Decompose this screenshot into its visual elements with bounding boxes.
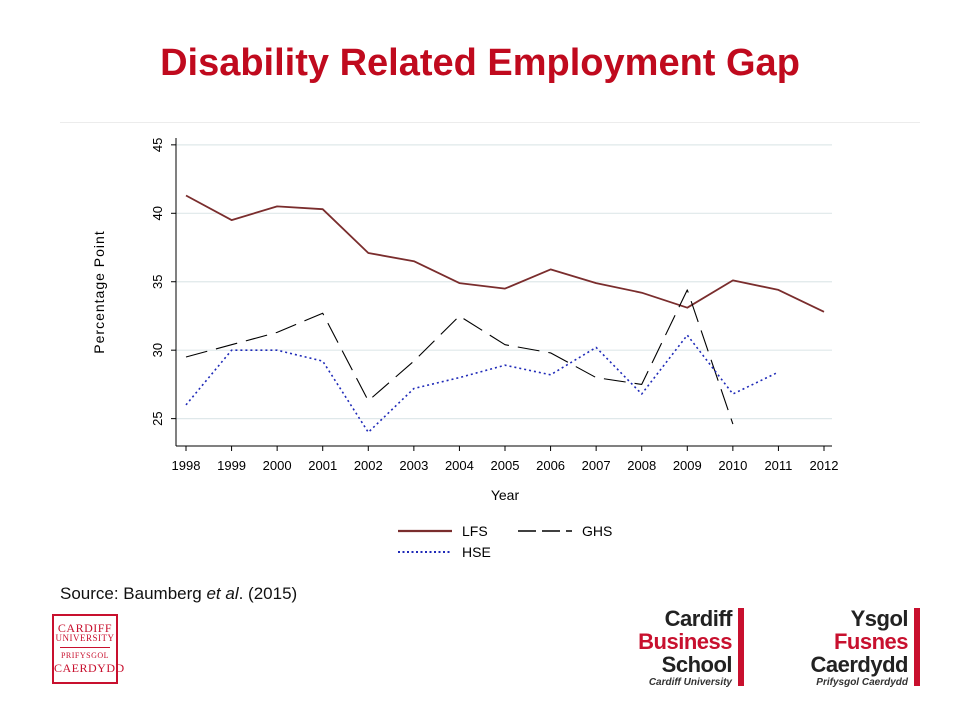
x-tick-label: 2003 — [399, 458, 428, 473]
y-tick-label: 35 — [150, 274, 165, 288]
y-tick-label: 30 — [150, 343, 165, 357]
x-tick-label: 2001 — [308, 458, 337, 473]
source-italic: et al — [206, 584, 239, 603]
x-tick-label: 2006 — [536, 458, 565, 473]
x-tick-label: 2002 — [354, 458, 383, 473]
series-line-lfs — [185, 194, 825, 313]
cardiff-university-logo: CARDIFF UNIVERSITY PRIFYSGOL CAERDYDD — [52, 614, 125, 684]
yfc-subline: Prifysgol Caerdydd — [816, 677, 908, 688]
cu-logo-line4: CAERDYDD — [54, 661, 125, 675]
x-axis-label: Year — [491, 487, 520, 503]
cu-logo-line1: CARDIFF — [57, 621, 113, 635]
y-tick-label: 40 — [150, 206, 165, 220]
x-tick-label: 2000 — [263, 458, 292, 473]
cu-logo-line3: PRIFYSGOL — [60, 651, 110, 660]
x-tick-label: 2008 — [627, 458, 656, 473]
x-tick-label: 2005 — [491, 458, 520, 473]
x-tick-label: 2012 — [810, 458, 839, 473]
x-tick-label: 1999 — [217, 458, 246, 473]
source-suffix: . (2015) — [238, 584, 298, 603]
slide-title: Disability Related Employment Gap — [160, 42, 800, 84]
yfc-line3: Caerdydd — [810, 652, 909, 677]
y-axis-label: Percentage Point — [91, 230, 107, 353]
y-tick-label: 45 — [150, 138, 165, 152]
yfc-red-bar — [914, 608, 920, 686]
source-prefix: Source: Baumberg — [60, 584, 207, 603]
x-tick-label: 2007 — [582, 458, 611, 473]
title-divider — [60, 122, 920, 123]
x-tick-label: 2010 — [718, 458, 747, 473]
cbs-red-bar — [738, 608, 744, 686]
y-tick-label: 25 — [150, 411, 165, 425]
legend-label-hse: HSE — [462, 544, 491, 560]
x-tick-label: 2004 — [445, 458, 474, 473]
series-line-hse — [185, 334, 779, 434]
legend-label-lfs: LFS — [462, 523, 488, 539]
cbs-line3: School — [661, 652, 733, 677]
cbs-line1: Cardiff — [664, 606, 733, 631]
legend-label-ghs: GHS — [582, 523, 612, 539]
line-chart: 25 30 35 40 45 1998 1999 2000 2001 2002 2003 2004 20… — [91, 138, 839, 560]
series-line-ghs — [185, 289, 734, 425]
cbs-line2: Business — [638, 629, 732, 654]
x-tick-label: 1998 — [172, 458, 201, 473]
cu-logo-rule — [60, 647, 110, 648]
ysgol-fusnes-caerdydd-logo: Ysgol Fusnes Caerdydd Prifysgol Caerdydd — [770, 606, 920, 690]
yfc-line1: Ysgol — [850, 606, 909, 631]
x-tick-label: 2009 — [673, 458, 702, 473]
cbs-subline: Cardiff University — [648, 677, 732, 688]
cu-logo-line2: UNIVERSITY — [55, 633, 115, 643]
yfc-line2: Fusnes — [833, 629, 909, 654]
x-tick-label: 2011 — [764, 458, 792, 473]
cardiff-business-school-logo: Cardiff Business School Cardiff Universi… — [594, 606, 744, 690]
source-citation: Source: Baumberg et al. (2015) — [60, 584, 297, 604]
